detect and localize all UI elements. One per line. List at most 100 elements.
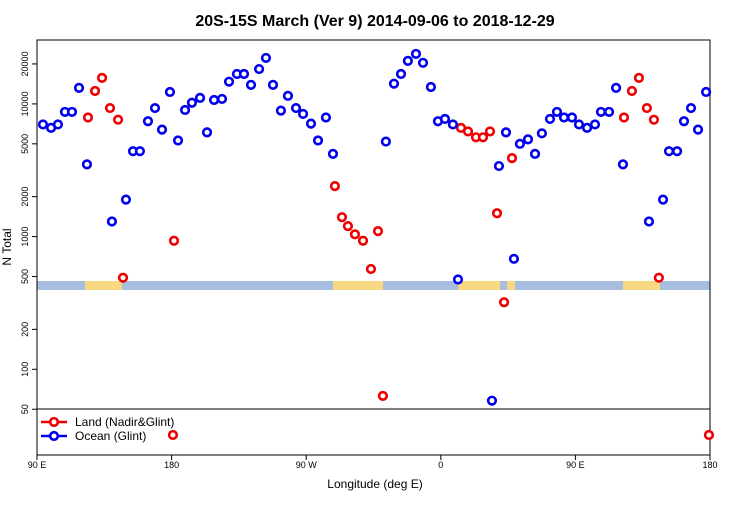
data-point: [168, 235, 180, 246]
plot-frame: [36, 39, 711, 456]
x-tick-label: 0: [438, 460, 443, 470]
data-point: [245, 79, 257, 91]
data-point: [305, 118, 317, 129]
data-point: [208, 94, 220, 106]
legend-marker: [48, 430, 60, 442]
data-point: [544, 113, 556, 125]
legend-marker: [48, 416, 60, 428]
data-point: [329, 181, 341, 192]
x-tick-label: 90 W: [296, 460, 318, 470]
data-point: [377, 390, 389, 402]
y-axis-label: N Total: [0, 228, 14, 265]
x-tick-label: 90 E: [566, 460, 585, 470]
data-point: [410, 48, 422, 60]
data-point: [81, 159, 93, 170]
data-point: [514, 138, 526, 149]
y-tick-label: 500: [20, 269, 30, 284]
data-point: [678, 116, 690, 127]
data-point: [96, 72, 108, 83]
data-point: [643, 216, 655, 227]
data-point: [491, 208, 503, 219]
data-point: [581, 122, 593, 133]
data-point: [267, 79, 279, 91]
data-point: [380, 136, 392, 147]
data-point: [701, 86, 712, 98]
data-point: [312, 135, 324, 146]
data-point: [603, 106, 615, 118]
data-point: [508, 253, 520, 264]
y-tick-label: 20000: [20, 51, 30, 76]
data-point: [194, 92, 206, 103]
data-point: [573, 119, 585, 130]
data-point: [498, 297, 510, 308]
y-tick-label: 200: [20, 322, 30, 337]
data-point: [336, 212, 348, 223]
data-point: [617, 159, 629, 170]
data-point: [320, 112, 332, 123]
legend-label: Ocean (Glint): [75, 429, 146, 443]
data-point: [179, 104, 191, 116]
data-point: [685, 102, 697, 114]
data-point: [120, 194, 132, 205]
y-tick-label: 100: [20, 362, 30, 377]
x-axis-label: Longitude (deg E): [327, 477, 422, 491]
data-point: [653, 272, 664, 283]
data-point: [112, 114, 124, 125]
land-strip: [333, 281, 383, 290]
data-point: [486, 395, 498, 406]
data-point: [365, 263, 377, 275]
data-point: [275, 105, 287, 116]
data-point: [626, 85, 638, 97]
data-point: [529, 148, 541, 159]
data-point: [439, 113, 451, 125]
data-point: [447, 119, 459, 130]
data-point: [388, 78, 400, 89]
land-strip: [458, 281, 500, 290]
data-point: [82, 112, 94, 123]
data-point: [566, 112, 578, 123]
chart-title: 20S-15S March (Ver 9) 2014-09-06 to 2018…: [195, 13, 554, 30]
data-point: [327, 148, 339, 159]
data-point: [692, 124, 704, 135]
data-point: [610, 82, 622, 93]
data-point: [462, 126, 474, 137]
data-point: [663, 146, 675, 157]
data-point: [551, 106, 563, 118]
data-point: [149, 102, 161, 114]
data-point: [37, 119, 49, 130]
data-point: [164, 86, 176, 98]
data-point: [172, 135, 184, 146]
data-point: [372, 225, 384, 237]
data-point: [117, 272, 129, 283]
data-point: [142, 116, 154, 127]
data-point: [648, 114, 660, 125]
data-point: [253, 63, 265, 75]
data-point: [66, 106, 78, 118]
data-point: [216, 93, 228, 105]
legend-label: Land (Nadir&Glint): [75, 415, 174, 429]
y-tick-label: 1000: [20, 227, 30, 247]
data-point: [425, 81, 437, 93]
x-tick-label: 90 E: [28, 460, 47, 470]
data-point: [589, 119, 601, 130]
data-point: [500, 127, 512, 138]
data-point: [536, 128, 547, 139]
data-point: [349, 229, 361, 240]
data-point: [290, 102, 302, 114]
data-point: [417, 57, 429, 68]
data-point: [477, 132, 489, 143]
data-point: [618, 112, 630, 123]
data-point: [703, 429, 715, 441]
data-point: [238, 68, 250, 80]
data-point: [484, 126, 496, 137]
data-point: [342, 220, 354, 232]
data-point: [595, 106, 607, 118]
data-point: [633, 72, 645, 83]
data-point: [223, 76, 235, 87]
land-strip: [85, 281, 122, 290]
y-tick-label: 2000: [20, 187, 30, 207]
data-point: [73, 82, 85, 93]
data-point: [402, 55, 413, 66]
data-point: [506, 153, 518, 164]
